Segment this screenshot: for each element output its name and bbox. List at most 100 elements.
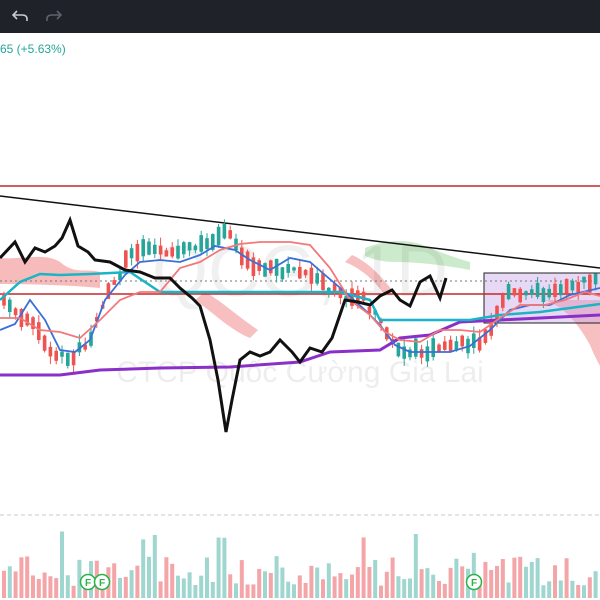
candle-body [361, 291, 366, 301]
undo-icon [12, 10, 28, 21]
candle-body [8, 299, 12, 313]
candle-body [269, 260, 273, 274]
candle-body [495, 305, 499, 321]
price-change-readout: 65 (+5.63%) [0, 42, 66, 56]
volume-bar [350, 574, 354, 598]
cloud-bearish-area [345, 255, 392, 296]
baseline-cyan-line [0, 270, 600, 322]
volume-bar [408, 578, 412, 598]
volume-bar [500, 558, 505, 598]
candle-body [535, 282, 540, 297]
volume-bar [7, 566, 12, 598]
volume-bar [593, 571, 598, 598]
event-flag-3[interactable]: F [465, 573, 483, 591]
candle-body [396, 342, 401, 357]
candle-body [170, 247, 174, 257]
candle-body [559, 284, 563, 296]
candle-body [315, 273, 319, 284]
candle-body [60, 351, 64, 357]
volume-bar [390, 557, 395, 598]
candle-body [298, 266, 302, 279]
candle-body [147, 241, 151, 255]
volume-bar [425, 568, 430, 598]
candle-body [153, 244, 157, 255]
cloud-bearish-area [195, 292, 258, 338]
volume-bar [419, 569, 424, 598]
volume-bar [274, 556, 279, 598]
candle-body [95, 317, 99, 322]
candle-body [286, 263, 290, 273]
descending-trendline[interactable] [0, 195, 600, 269]
volume-bar [437, 580, 441, 598]
volume-bar [129, 570, 134, 598]
candle-body [222, 224, 227, 239]
volume-bar [315, 567, 320, 598]
volume-bar [396, 576, 401, 598]
volume-bar [31, 575, 35, 598]
candle-body [477, 337, 482, 351]
candle-body [71, 351, 76, 366]
volume-bar [257, 568, 262, 598]
volume-bar [483, 562, 488, 598]
candle-body [547, 288, 551, 298]
candle-body [379, 319, 383, 324]
volume-bar [303, 582, 308, 598]
candle-body [263, 263, 267, 277]
volume-bar [19, 557, 24, 598]
candle-body [593, 273, 598, 285]
toolbar [0, 0, 600, 33]
undo-button[interactable] [8, 6, 32, 26]
volume-bar [54, 578, 59, 598]
volume-bar [344, 579, 349, 598]
volume-bar [506, 582, 511, 598]
volume-bar [297, 575, 302, 598]
event-flag-label: F [471, 578, 477, 589]
volume-bar [164, 557, 169, 598]
event-flag-2[interactable]: F [93, 573, 111, 591]
candle-body [460, 335, 464, 347]
event-flag-1[interactable]: F [79, 573, 97, 591]
volume-bar [529, 561, 534, 598]
volume-bar [495, 565, 499, 598]
volume-bar [60, 531, 64, 598]
volume-bar [286, 581, 291, 598]
candle-body [512, 288, 517, 296]
volume-bar [518, 556, 523, 598]
volume-bar [268, 573, 273, 598]
redo-button[interactable] [42, 6, 66, 26]
volume-bar [234, 583, 238, 598]
volume-bar [355, 567, 360, 598]
candle-body [448, 339, 453, 353]
volume-bar [152, 534, 157, 598]
candle-body [205, 238, 209, 250]
event-flag-label: F [99, 578, 105, 589]
volume-bar [42, 572, 47, 598]
candle-body [25, 313, 29, 326]
volume-bar [222, 537, 227, 598]
volume-bar [135, 565, 140, 598]
volume-bar [176, 575, 180, 598]
candle-body [518, 288, 522, 303]
volume-bar [564, 558, 569, 598]
volume-bar [71, 585, 76, 598]
candle-body [245, 251, 250, 269]
candle-body [124, 250, 128, 268]
candle-body [321, 273, 325, 291]
price-chart[interactable]: QCG, 1D CTCP Quốc Cường Gia Lai F F F [0, 34, 600, 600]
candle-body [240, 247, 244, 266]
volume-bar [228, 574, 233, 598]
volume-bar [187, 572, 192, 598]
candle-body [199, 235, 203, 252]
volume-bar [199, 575, 204, 598]
tenkan-line [0, 245, 600, 353]
cloud-bearish-area [0, 256, 100, 288]
volume-bar [570, 580, 575, 598]
volume-bar [239, 560, 244, 598]
volume-bar [210, 581, 215, 598]
candle-body [77, 342, 82, 353]
candle-body [564, 279, 569, 294]
volume-bar [65, 575, 70, 598]
candle-body [118, 271, 122, 281]
volume-bar [489, 569, 494, 598]
volume-bar [402, 579, 407, 598]
